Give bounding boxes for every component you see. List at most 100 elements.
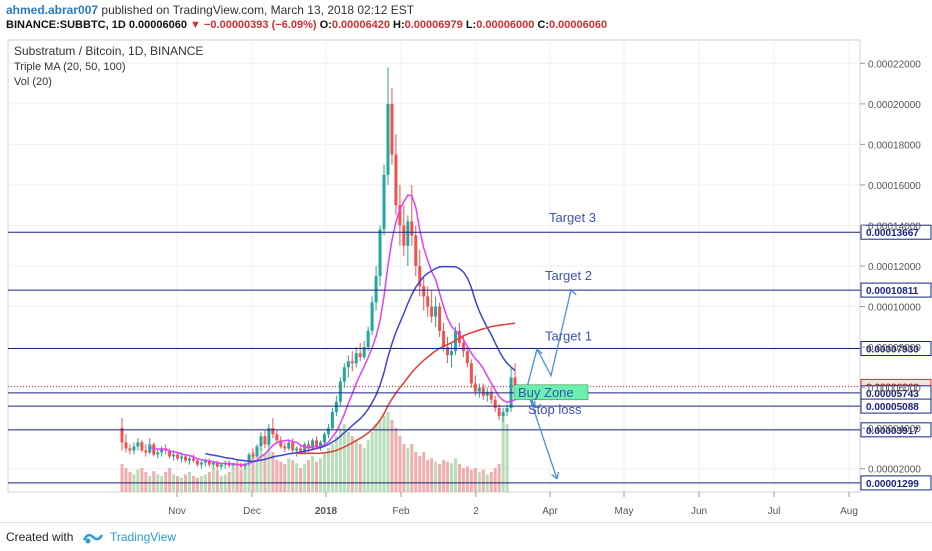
annotation-label: Target 1 <box>545 328 592 343</box>
created-with-text: Created with <box>6 530 74 544</box>
volume-bar <box>334 436 338 492</box>
annotations: Target 3 Target 2 Target 1 Buy Zone Stop los… <box>513 210 596 417</box>
candle-body <box>422 286 426 297</box>
candle-body <box>465 351 469 364</box>
volume-bar <box>382 416 386 492</box>
volume-bar <box>187 472 191 492</box>
price-label-box <box>860 475 932 491</box>
volume-bar <box>465 466 469 492</box>
y-tick-label: 0.00022000 <box>868 59 921 70</box>
volume-bar <box>505 424 509 492</box>
candle-body <box>291 442 295 451</box>
volume-bar <box>326 448 330 492</box>
volume-bar <box>402 444 406 492</box>
moving-averages <box>149 194 516 466</box>
volume-bar <box>231 468 235 492</box>
x-tick-label: Feb <box>392 506 410 517</box>
chart-header: ahmed.abrar007 published on TradingView.… <box>0 0 932 36</box>
price-label-box <box>860 422 932 438</box>
time-axis[interactable]: Nov Dec 2018 Feb 2 Apr May Jun Jul Aug <box>168 492 858 517</box>
candle-body <box>326 428 330 435</box>
candle-body <box>211 462 215 465</box>
volume-bar <box>418 456 422 492</box>
candle-body <box>382 174 386 230</box>
candle-body <box>394 154 398 206</box>
price-axis[interactable]: 0.00022000 0.00020000 0.00018000 0.00016000… <box>860 59 921 476</box>
high-value: 0.00006979 <box>404 19 463 31</box>
volume-bar <box>446 461 450 492</box>
x-tick-label: Dec <box>243 506 261 517</box>
candle-body <box>330 411 334 429</box>
candle-body <box>497 407 501 416</box>
price-label: 0.00010811 <box>866 286 919 297</box>
volume-bar <box>461 468 465 492</box>
volume-bar <box>283 464 287 492</box>
y-tick-label: 0.00004000 <box>868 424 921 435</box>
arrowhead-icon <box>568 289 577 298</box>
x-tick-label: Nov <box>168 506 186 517</box>
candle-body <box>334 401 338 412</box>
price-chart[interactable]: 0.000136670.000108110.000079300.00006060… <box>0 38 932 522</box>
volume-bar <box>406 448 410 492</box>
candle-body <box>319 442 322 447</box>
candle-body <box>390 103 394 155</box>
volume-bar <box>342 424 346 492</box>
legend-title: Substratum / Bitcoin, 1D, BINANCE <box>14 44 203 58</box>
candlesticks <box>120 67 517 470</box>
tradingview-brand[interactable]: TradingView <box>110 530 177 544</box>
arrowhead-icon <box>534 348 543 357</box>
ma20-line <box>149 194 516 466</box>
y-tick-label: 0.00014000 <box>868 221 921 232</box>
candle-body <box>207 460 211 465</box>
ohlc-line: BINANCE:SUBBTC, 1D 0.00006060 ▼ −0.00000… <box>6 19 607 31</box>
candle-body <box>342 367 346 382</box>
volume-bars <box>120 412 509 492</box>
buy-zone-box <box>513 384 589 401</box>
candle-body <box>315 440 319 447</box>
volume-bar <box>152 471 156 492</box>
down-arrow-icon: ▼ <box>190 19 201 31</box>
open-label: O: <box>319 19 332 31</box>
y-tick-label: 0.00002000 <box>868 465 921 476</box>
annotation-label: Target 2 <box>545 268 592 283</box>
candle-body <box>370 302 374 331</box>
volume-bar <box>120 464 124 492</box>
candle-body <box>311 440 315 449</box>
upward-projection <box>526 289 572 388</box>
candle-body <box>358 353 362 358</box>
x-tick-label: Jul <box>768 506 781 517</box>
price-change: −0.00000393 (−6.09%) <box>203 19 317 31</box>
candle-body <box>350 361 354 364</box>
candle-body <box>378 229 382 277</box>
ma50-line <box>205 265 516 463</box>
low-label: L: <box>465 19 477 31</box>
author-link[interactable]: ahmed.abrar007 <box>6 3 99 17</box>
volume-bar <box>267 444 271 492</box>
volume-bar <box>366 440 370 492</box>
price-label-box <box>860 340 932 356</box>
x-tick-label: May <box>615 506 634 517</box>
volume-bar <box>346 432 350 492</box>
volume-bar <box>338 428 342 492</box>
volume-bar <box>148 476 152 492</box>
volume-bar <box>287 458 291 492</box>
candle-body <box>338 381 342 402</box>
volume-bar <box>263 453 267 492</box>
arrowhead-icon <box>534 400 542 409</box>
candle-body <box>461 343 465 352</box>
candle-body <box>442 330 446 348</box>
candle-body <box>406 221 410 246</box>
candle-body <box>283 446 287 449</box>
legend-vol: Vol (20) <box>14 76 52 88</box>
volume-bar <box>239 469 243 492</box>
candle-body <box>215 462 219 467</box>
candle-body <box>418 266 422 287</box>
volume-bar <box>358 444 362 492</box>
candle-body <box>187 458 191 461</box>
volume-bar <box>493 468 497 492</box>
candle-body <box>247 454 251 464</box>
price-label: 0.00003917 <box>866 426 919 437</box>
volume-bar <box>453 458 457 492</box>
candle-body <box>426 296 430 307</box>
candle-body <box>263 436 267 445</box>
